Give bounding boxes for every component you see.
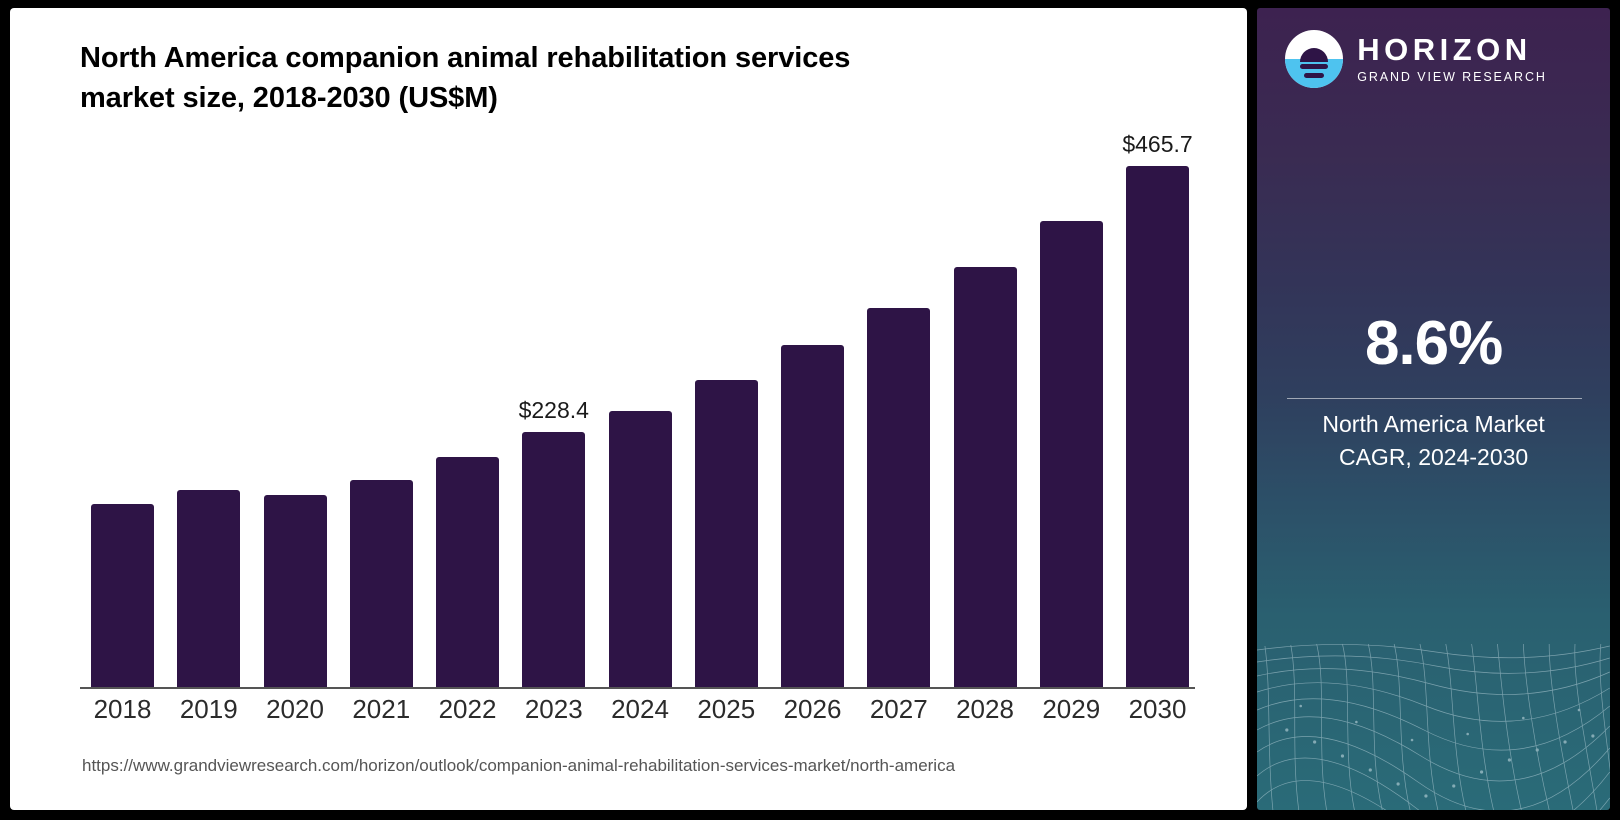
horizon-side-panel: HORIZON GRAND VIEW RESEARCH 8.6% North A… [1257,8,1610,810]
bar-slot [425,128,510,688]
bar-2024[interactable] [608,411,672,688]
bar-2025[interactable] [694,380,758,688]
wireframe-mesh-decoration [1257,643,1610,810]
bar-slot [253,128,338,688]
bar-2018[interactable] [91,504,154,688]
horizon-logo-text: HORIZON GRAND VIEW RESEARCH [1357,31,1547,85]
page-title-line2: market size, 2018-2030 (US$M) [80,82,498,115]
logo-bar-upper [1300,64,1329,69]
bar-slot [598,128,683,688]
x-tick-2027: 2027 [869,694,928,724]
x-tick-2021: 2021 [352,694,411,724]
x-tick-2024: 2024 [611,694,669,724]
source-url[interactable]: https://www.grandviewresearch.com/horizo… [82,756,956,775]
bar-value-label: $228.4 [518,397,589,423]
x-tick-2028: 2028 [956,694,1014,724]
bar-2022[interactable] [436,457,499,688]
bar-2019[interactable] [177,490,241,688]
cagr-divider [1287,398,1583,399]
bar-series: $228.4 $465.7 [80,128,1200,688]
bar-2026[interactable] [781,345,844,688]
bar-value-label: $465.7 [1122,131,1193,157]
x-tick-2018: 2018 [93,694,152,724]
logo-dome-shape [1300,48,1329,62]
x-tick-2022: 2022 [438,694,497,724]
x-tick-2023: 2023 [524,694,583,724]
logo-tagline: GRAND VIEW RESEARCH [1357,70,1547,85]
chart-card: North America companion animal rehabilit… [10,8,1248,810]
bar-slot [770,128,855,688]
horizon-logo: HORIZON GRAND VIEW RESEARCH [1285,30,1547,88]
cagr-caption: North America Market CAGR, 2024-2030 [1257,408,1610,473]
x-tick-2020: 2020 [266,694,324,724]
bar-slot: $228.4 [511,128,596,688]
page-title: North America companion animal rehabilit… [80,38,1080,118]
cagr-caption-line1: North America Market [1322,411,1545,437]
bar-2027[interactable] [867,308,931,688]
bar-slot [684,128,769,688]
x-tick-2025: 2025 [697,694,756,724]
plot-area: $228.4 $465.7 [80,128,1200,688]
x-tick-2019: 2019 [179,694,238,724]
bar-slot [80,128,165,688]
page-title-line1: North America companion animal rehabilit… [80,42,851,74]
x-tick-2026: 2026 [783,694,842,724]
bar-2030[interactable] [1126,166,1189,688]
logo-wordmark: HORIZON [1357,31,1532,67]
x-axis-line [80,687,1195,689]
x-tick-2030: 2030 [1128,694,1187,724]
bar-2023[interactable] [522,432,586,688]
bar-slot [943,128,1028,688]
bar-slot: $465.7 [1115,128,1200,688]
bar-2029[interactable] [1039,221,1103,688]
bar-2020[interactable] [263,495,327,688]
bar-2028[interactable] [953,267,1017,688]
cagr-caption-line2: CAGR, 2024-2030 [1338,443,1529,470]
bar-slot [856,128,941,688]
cagr-value: 8.6% [1364,309,1503,378]
bar-slot [166,128,251,688]
x-tick-2029: 2029 [1042,694,1101,724]
logo-bar-lower [1304,73,1325,78]
bar-2021[interactable] [349,480,413,688]
x-axis-tick-labels: 2018 2019 2020 2021 2022 2023 2024 2025 2026 2027… [80,694,1200,725]
horizon-sunrise-icon [1285,30,1344,88]
bar-slot [1029,128,1114,688]
bar-slot [339,128,424,688]
